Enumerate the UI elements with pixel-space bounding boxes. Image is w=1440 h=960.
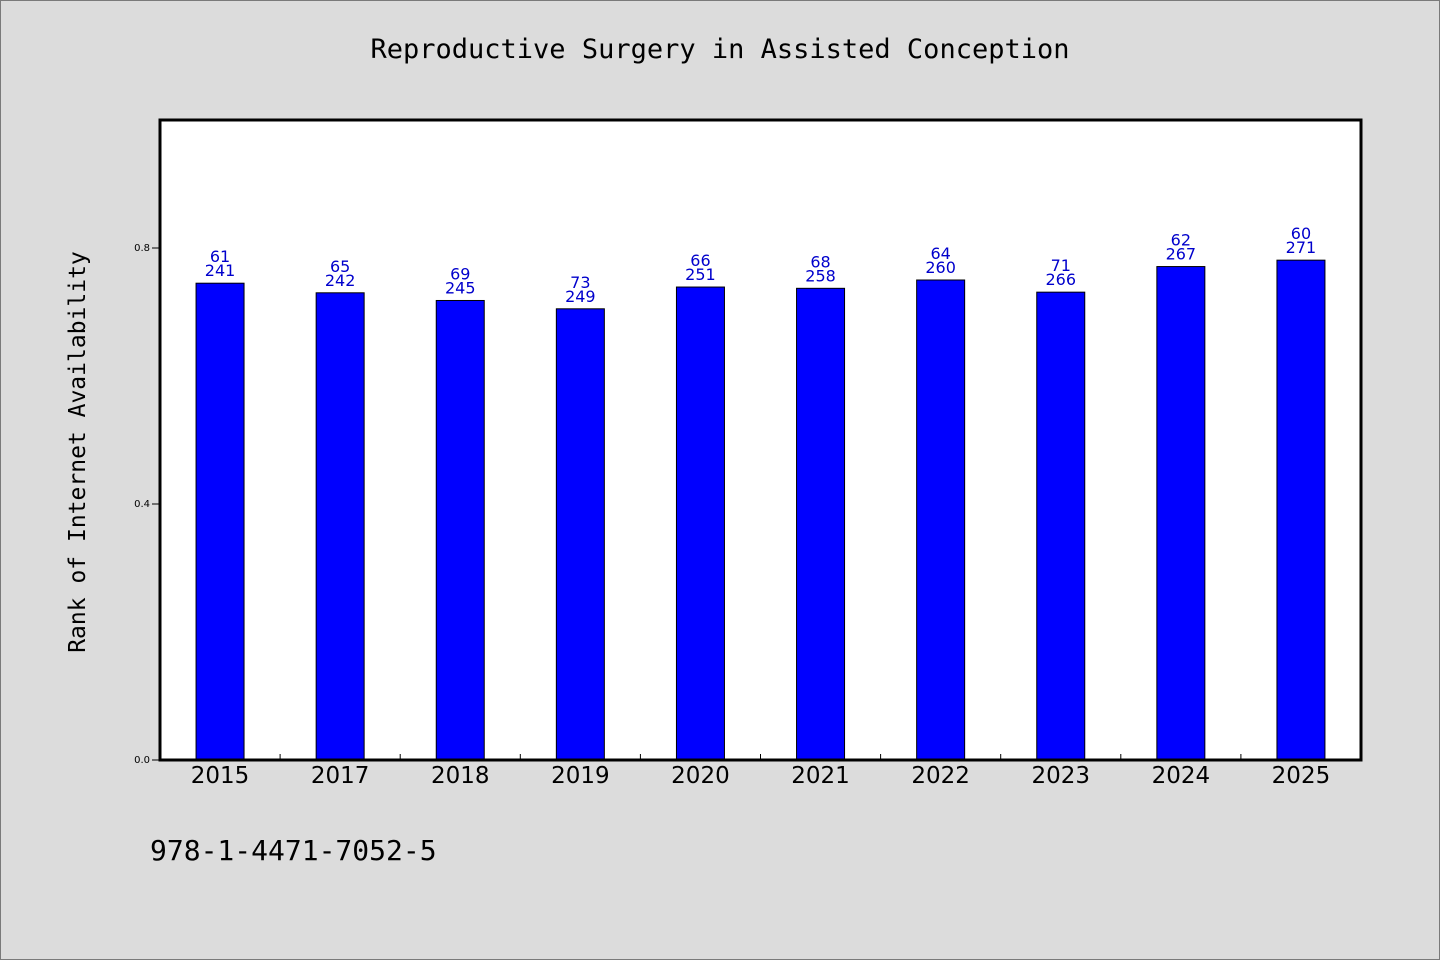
plot-border [158, 118, 1363, 762]
bar [315, 292, 365, 761]
y-tick-label: 0.0 [134, 755, 150, 766]
bar [1036, 291, 1086, 761]
data-label-bottom: 266 [1045, 270, 1076, 289]
bar [1156, 266, 1206, 761]
data-label-bottom: 258 [805, 266, 836, 285]
x-tick-label: 2021 [791, 763, 850, 789]
data-label-top: 62 [1171, 231, 1191, 250]
y-tick-label: 0.4 [134, 499, 150, 510]
data-label-top: 64 [930, 244, 950, 263]
isbn-footer: 978-1-4471-7052-5 [150, 834, 437, 867]
bar [435, 299, 485, 761]
x-tick-label: 2020 [671, 763, 730, 789]
chart-title: Reproductive Surgery in Assisted Concept… [370, 34, 1070, 65]
bar [555, 308, 605, 761]
x-tick-label: 2018 [431, 763, 490, 789]
data-label-top: 73 [570, 273, 590, 292]
x-tick-label: 2019 [551, 763, 610, 789]
x-tick-label: 2025 [1272, 763, 1331, 789]
data-label-top: 66 [690, 251, 710, 270]
data-label-top: 60 [1291, 224, 1311, 243]
bar [916, 279, 966, 761]
x-tick-label: 2024 [1152, 763, 1211, 789]
bar [1276, 259, 1326, 761]
data-label-bottom: 271 [1286, 238, 1317, 257]
data-label-bottom: 249 [565, 287, 596, 306]
data-label-top: 61 [210, 247, 230, 266]
data-label-top: 71 [1051, 256, 1071, 275]
x-tick-label: 2017 [311, 763, 370, 789]
bar [195, 282, 245, 761]
data-label-top: 68 [810, 252, 830, 271]
data-label-bottom: 241 [205, 261, 236, 280]
x-tick-label: 2022 [911, 763, 970, 789]
x-tick-label: 2023 [1031, 763, 1090, 789]
y-tick-label: 0.8 [134, 243, 150, 254]
data-label-bottom: 245 [445, 278, 476, 297]
bar [675, 286, 725, 761]
data-label-bottom: 260 [925, 258, 956, 277]
x-tick-label: 2015 [191, 763, 250, 789]
data-label-bottom: 242 [325, 271, 356, 290]
data-label-bottom: 267 [1166, 245, 1197, 264]
bar [796, 287, 846, 761]
data-label-top: 69 [450, 264, 470, 283]
data-label-bottom: 251 [685, 265, 716, 284]
data-label-top: 65 [330, 257, 350, 276]
